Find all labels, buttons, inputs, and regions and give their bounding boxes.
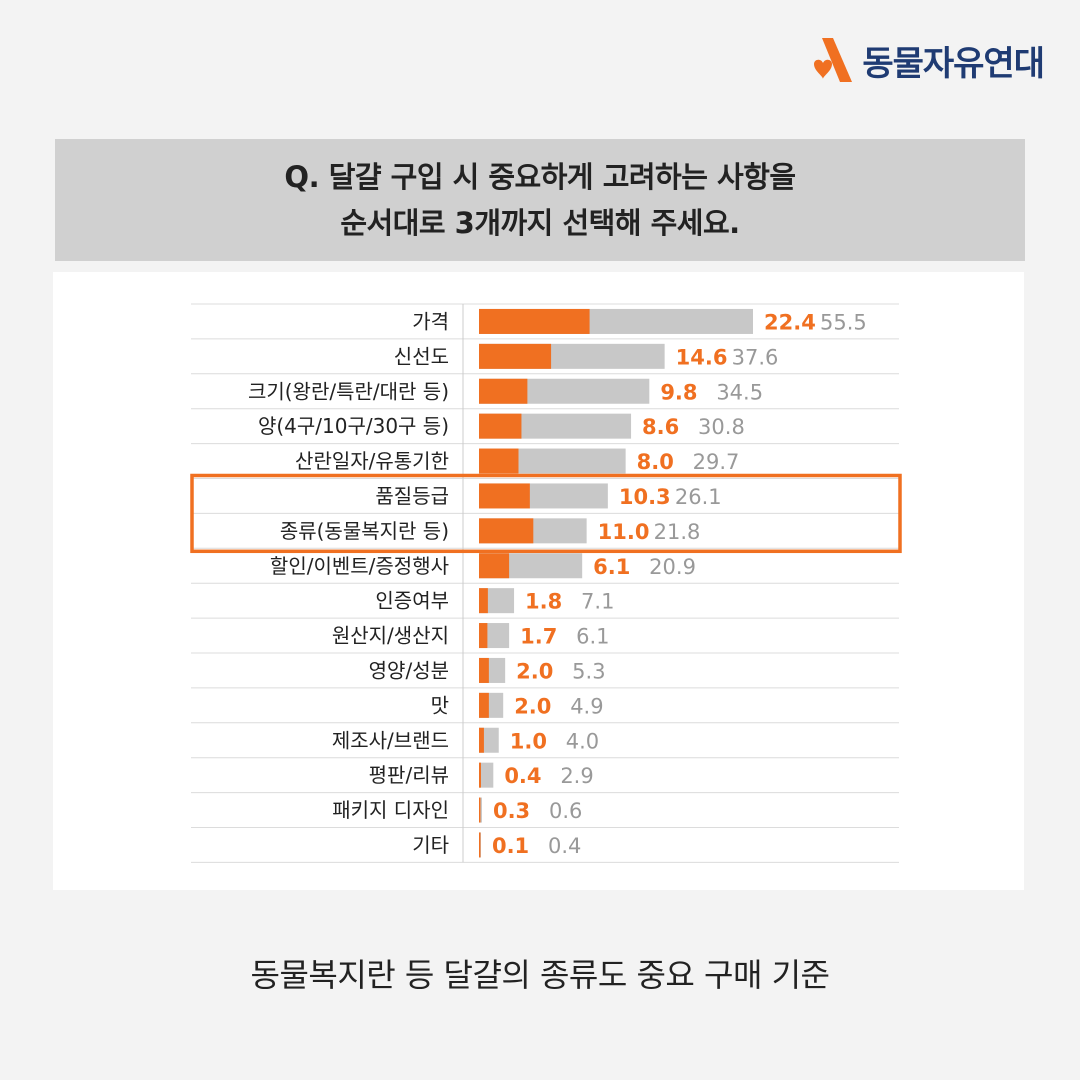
bar-first-choice <box>479 657 489 683</box>
bar-first-choice <box>479 623 488 649</box>
value-label-total: 20.9 <box>649 555 696 579</box>
bar-first-choice <box>479 762 481 788</box>
question-line-1: Q. 달걀 구입 시 중요하게 고려하는 사항을 <box>284 160 796 194</box>
value-label-total: 5.3 <box>572 659 605 683</box>
value-label-first-choice: 1.7 <box>520 625 557 649</box>
value-label-total: 21.8 <box>654 520 701 544</box>
brand-name: 동물자유연대 <box>862 43 1045 84</box>
category-label: 가격 <box>412 309 449 333</box>
value-label-first-choice: 0.4 <box>504 764 541 788</box>
category-label: 기타 <box>412 833 449 857</box>
question-line-2: 순서대로 3개까지 선택해 주세요. <box>340 206 740 240</box>
category-label: 종류(동물복지란 등) <box>280 519 449 543</box>
bar-first-choice <box>479 518 534 544</box>
heart-a-logo-icon <box>814 38 853 82</box>
category-label: 맛 <box>431 693 449 717</box>
category-label: 할인/이벤트/증정행사 <box>270 554 449 578</box>
value-label-total: 0.4 <box>548 834 581 858</box>
category-label: 크기(왕란/특란/대란 등) <box>248 379 449 403</box>
bar-first-choice <box>479 832 481 858</box>
bar-total <box>479 762 494 788</box>
value-label-total: 6.1 <box>576 625 609 649</box>
bar-first-choice <box>479 797 481 823</box>
value-label-first-choice: 22.4 <box>764 310 816 334</box>
value-label-first-choice: 0.1 <box>492 834 529 858</box>
bar-first-choice <box>479 378 528 404</box>
bar-first-choice <box>479 413 522 439</box>
brand-logo: 동물자유연대 <box>802 34 1045 86</box>
value-label-first-choice: 11.0 <box>598 520 650 544</box>
value-label-total: 55.5 <box>820 310 867 334</box>
value-label-first-choice: 9.8 <box>660 380 697 404</box>
value-label-total: 30.8 <box>698 415 745 439</box>
category-label: 원산지/생산지 <box>332 624 449 648</box>
bar-first-choice <box>479 483 530 509</box>
bar-first-choice <box>479 308 590 334</box>
bar-first-choice <box>479 343 552 369</box>
category-label: 인증여부 <box>375 589 449 613</box>
bar-chart: 가격 22.4 55.5 신선도 14.6 37.6 크기(왕란/특란/대란 등) 9.8 34… <box>190 303 902 863</box>
question-banner: Q. 달걀 구입 시 중요하게 고려하는 사항을 순서대로 3개까지 선택해 주… <box>55 139 1025 261</box>
value-label-first-choice: 6.1 <box>593 555 630 579</box>
value-label-total: 7.1 <box>581 590 614 614</box>
value-label-total: 2.9 <box>560 764 593 788</box>
category-label: 양(4구/10구/30구 등) <box>258 414 449 438</box>
value-label-total: 0.6 <box>549 799 582 823</box>
bar-first-choice <box>479 588 488 614</box>
category-label: 품질등급 <box>375 484 449 508</box>
value-label-total: 4.0 <box>566 729 599 753</box>
chart-panel: 가격 22.4 55.5 신선도 14.6 37.6 크기(왕란/특란/대란 등) 9.8 34… <box>53 272 1024 890</box>
bar-first-choice <box>479 553 510 579</box>
value-label-total: 26.1 <box>675 485 722 509</box>
category-label: 산란일자/유통기한 <box>295 449 449 473</box>
value-label-first-choice: 8.0 <box>637 450 674 474</box>
bar-first-choice <box>479 692 489 718</box>
value-label-first-choice: 2.0 <box>514 694 551 718</box>
category-label: 신선도 <box>394 344 449 368</box>
category-label: 제조사/브랜드 <box>332 728 449 752</box>
value-label-first-choice: 0.3 <box>493 799 530 823</box>
category-label: 패키지 디자인 <box>332 798 449 822</box>
bar-first-choice <box>479 727 484 753</box>
value-label-first-choice: 2.0 <box>516 659 553 683</box>
value-label-first-choice: 8.6 <box>642 415 679 439</box>
bar-first-choice <box>479 448 519 474</box>
category-label: 평판/리뷰 <box>369 763 449 787</box>
highlight-box <box>190 473 902 554</box>
value-label-first-choice: 1.0 <box>510 729 547 753</box>
value-label-total: 34.5 <box>716 380 763 404</box>
caption: 동물복지란 등 달걀의 종류도 중요 구매 기준 <box>250 956 830 994</box>
value-label-total: 29.7 <box>693 450 740 474</box>
category-label: 영양/성분 <box>369 658 449 682</box>
value-label-first-choice: 1.8 <box>525 590 562 614</box>
value-label-first-choice: 14.6 <box>676 345 728 369</box>
value-label-total: 37.6 <box>732 345 779 369</box>
value-label-total: 4.9 <box>570 694 603 718</box>
value-label-first-choice: 10.3 <box>619 485 671 509</box>
